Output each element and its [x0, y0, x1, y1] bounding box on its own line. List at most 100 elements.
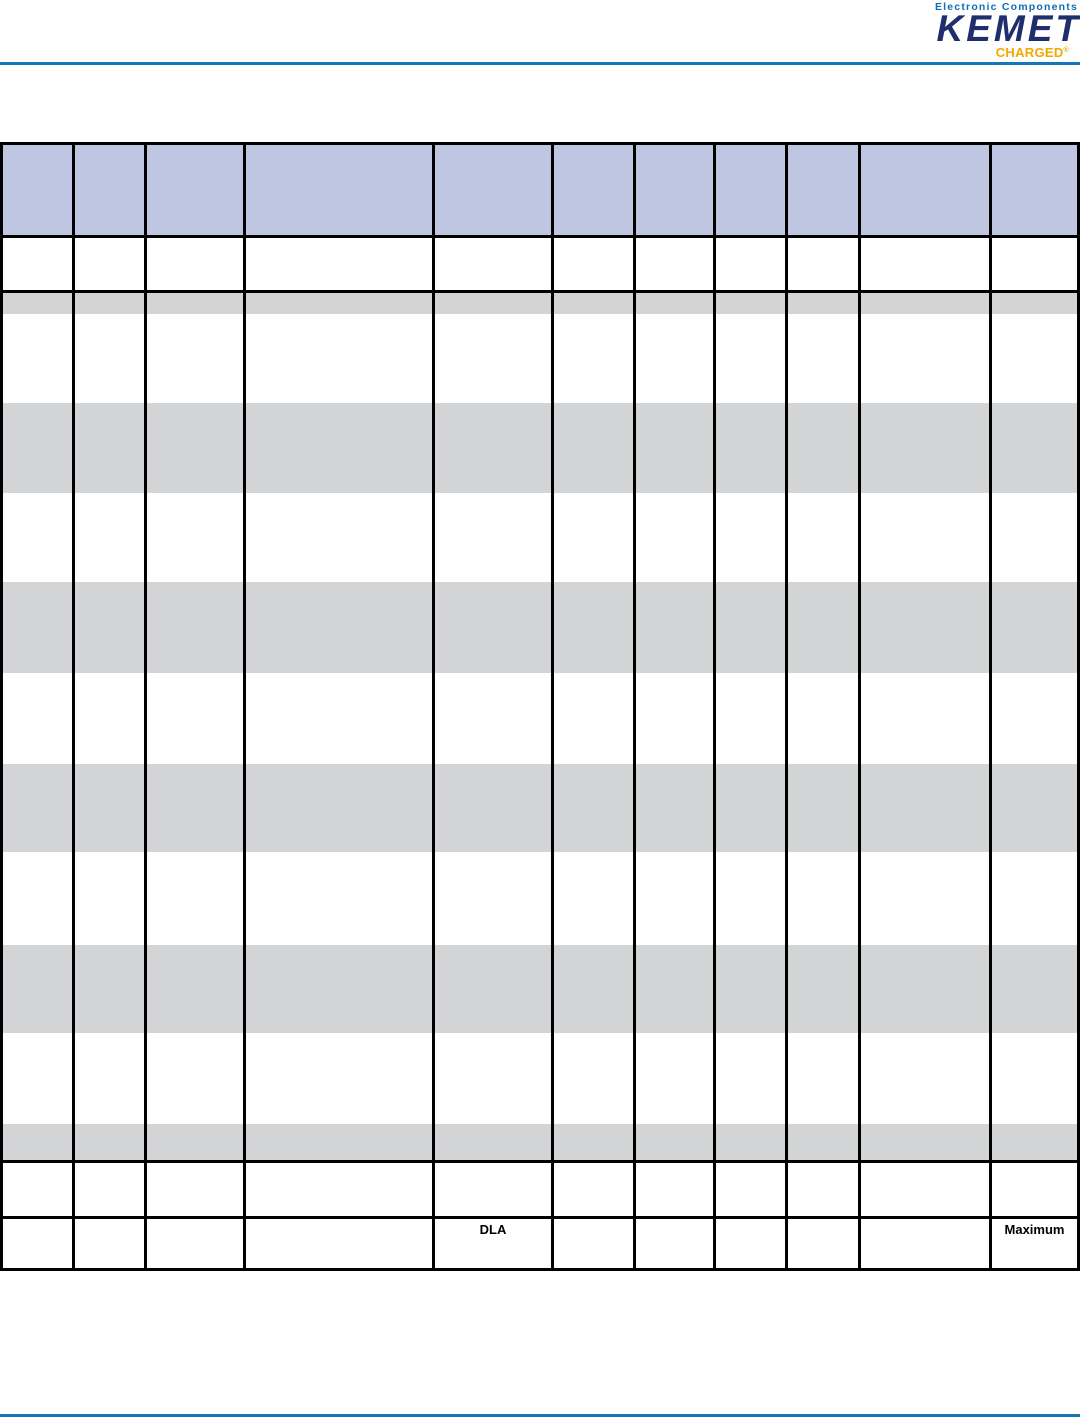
maximum-cell: Maximum: [989, 1217, 1080, 1270]
table-cell: [144, 582, 246, 673]
table-cell: [713, 1217, 788, 1270]
dla-cell: DLA: [432, 1217, 554, 1270]
table-cell: [0, 945, 75, 1033]
table-cell: [785, 1033, 861, 1124]
table-cell: [144, 314, 246, 403]
header-cell: [72, 143, 147, 238]
table-cell: [785, 1217, 861, 1270]
table-cell: [144, 673, 246, 764]
table-cell: [432, 236, 554, 293]
table-row: [0, 852, 1080, 945]
table-cell: [72, 1161, 147, 1219]
header-cell: [989, 143, 1080, 238]
table-cell: [144, 1124, 246, 1163]
table-row: [0, 673, 1080, 764]
table-cell: [633, 1161, 716, 1219]
table-cell: [858, 1161, 992, 1219]
table-cell: [858, 493, 992, 582]
table-cell: [144, 1217, 246, 1270]
table-cell: [785, 1161, 861, 1219]
table-cell: [633, 673, 716, 764]
table-cell: [72, 673, 147, 764]
table-cell: [0, 582, 75, 673]
table-cell: [713, 1033, 788, 1124]
table-cell: [785, 403, 861, 493]
table-cell: [858, 1124, 992, 1163]
table-cell: [243, 764, 435, 852]
table-cell: [0, 236, 75, 293]
table-cell: [72, 852, 147, 945]
table-cell: [633, 1124, 716, 1163]
table-cell: [432, 403, 554, 493]
table-cell: [432, 945, 554, 1033]
table-cell: [551, 764, 636, 852]
table-cell: [633, 1033, 716, 1124]
table-cell: [243, 582, 435, 673]
table-cell: [72, 1033, 147, 1124]
table-cell: [432, 764, 554, 852]
table-cell: [858, 945, 992, 1033]
table-row: [0, 1033, 1080, 1124]
table-cell: [432, 673, 554, 764]
table-cell: [713, 403, 788, 493]
table-cell: [551, 582, 636, 673]
table-cell: [713, 1161, 788, 1219]
table-cell: [785, 764, 861, 852]
table-cell: [633, 582, 716, 673]
table-cell: [858, 764, 992, 852]
table-cell: [989, 764, 1080, 852]
table-row: DLA Maximum: [0, 1217, 1080, 1270]
table-cell: [72, 493, 147, 582]
table-cell: [432, 493, 554, 582]
table-cell: [144, 1161, 246, 1219]
logo-wordmark: KEMET: [936, 8, 1080, 49]
table-cell: [785, 236, 861, 293]
table-cell: [785, 852, 861, 945]
table-cell: [432, 1161, 554, 1219]
table-cell: [551, 1217, 636, 1270]
table-cell: [551, 673, 636, 764]
table-cell: [785, 582, 861, 673]
header-rule: [0, 62, 1080, 65]
table-row: [0, 493, 1080, 582]
table-row: [0, 582, 1080, 673]
header-cell: [243, 143, 435, 238]
registered-mark: ®: [1063, 46, 1069, 54]
table-cell: [243, 1033, 435, 1124]
table-cell: [551, 1161, 636, 1219]
table-cell: [0, 493, 75, 582]
table-cell: [713, 673, 788, 764]
table-cell: [243, 852, 435, 945]
table-cell: [243, 493, 435, 582]
table-cell: [243, 1124, 435, 1163]
table-cell: [633, 236, 716, 293]
table-cell: [432, 1124, 554, 1163]
table-cell: [0, 1033, 75, 1124]
table-cell: [989, 236, 1080, 293]
table-cell: [432, 1033, 554, 1124]
table-cell: [633, 314, 716, 403]
table-cell: [551, 314, 636, 403]
table-cell: [432, 852, 554, 945]
table-cell: [633, 764, 716, 852]
table-cell: [713, 764, 788, 852]
header-cell: [432, 143, 554, 238]
table-cell: [989, 493, 1080, 582]
table-cell: [551, 236, 636, 293]
table-cell: [72, 291, 147, 314]
table-cell: [989, 1124, 1080, 1163]
table-row: [0, 291, 1080, 314]
table-row: [0, 764, 1080, 852]
footer-rule: [0, 1414, 1080, 1417]
header-cell: [551, 143, 636, 238]
table-cell: [551, 945, 636, 1033]
table-cell: [989, 945, 1080, 1033]
table-cell: [551, 852, 636, 945]
table-cell: [72, 945, 147, 1033]
table-cell: [989, 1161, 1080, 1219]
table-cell: [989, 1033, 1080, 1124]
table-cell: [858, 673, 992, 764]
table-cell: [713, 852, 788, 945]
table-cell: [243, 1217, 435, 1270]
